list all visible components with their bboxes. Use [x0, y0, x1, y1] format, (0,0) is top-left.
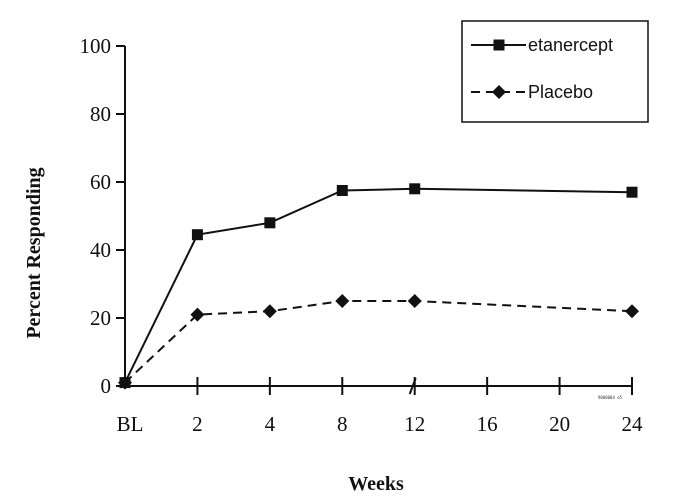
data-point — [262, 304, 277, 319]
x-tick-label: BL — [117, 412, 144, 436]
data-point — [336, 185, 348, 196]
x-axis-title: Weeks — [348, 473, 404, 495]
legend: etanercept Placebo — [461, 20, 649, 123]
legend-label: etanercept — [528, 35, 613, 55]
x-tick-label: 16 — [477, 412, 498, 436]
y-axis-title: Percent Responding — [23, 167, 45, 338]
legend-marker — [492, 85, 506, 99]
data-point — [409, 183, 421, 195]
data-point — [118, 375, 132, 390]
y-tick-label: 20 — [90, 306, 111, 330]
y-axis-ticks: 0 20 40 60 80 100 — [80, 34, 125, 398]
legend-item: Placebo — [471, 82, 593, 102]
series-etanercept — [119, 183, 638, 389]
legend-box — [461, 20, 649, 123]
data-point — [335, 294, 350, 308]
x-tick-label: 20 — [549, 412, 570, 436]
legend-item: etanercept — [471, 35, 613, 55]
x-axis-ticks: BL 2 4 8 12 16 20 24 — [117, 377, 643, 436]
data-point — [625, 304, 639, 319]
y-tick-label: 40 — [90, 238, 111, 262]
x-tick-label: 24 — [622, 412, 644, 436]
data-point — [191, 229, 203, 241]
series-line — [124, 300, 633, 384]
y-tick-label: 100 — [80, 34, 112, 58]
data-point — [626, 186, 638, 198]
x-tick-label: 8 — [337, 412, 348, 436]
x-tick-label: 2 — [192, 412, 203, 436]
data-point — [407, 294, 422, 308]
series-layer — [118, 183, 639, 390]
x-tick-label: 4 — [265, 412, 276, 436]
y-tick-label: 80 — [90, 102, 111, 126]
series-line — [124, 187, 633, 384]
data-point — [190, 307, 205, 322]
legend-marker — [493, 39, 505, 51]
figure-code: 9800004 e5 — [598, 395, 623, 400]
y-tick-label: 60 — [90, 170, 111, 194]
legend-label: Placebo — [528, 82, 593, 102]
y-tick-label: 0 — [101, 374, 112, 398]
data-point — [264, 217, 276, 229]
series-placebo — [118, 294, 639, 390]
x-tick-label: 12 — [404, 412, 425, 436]
